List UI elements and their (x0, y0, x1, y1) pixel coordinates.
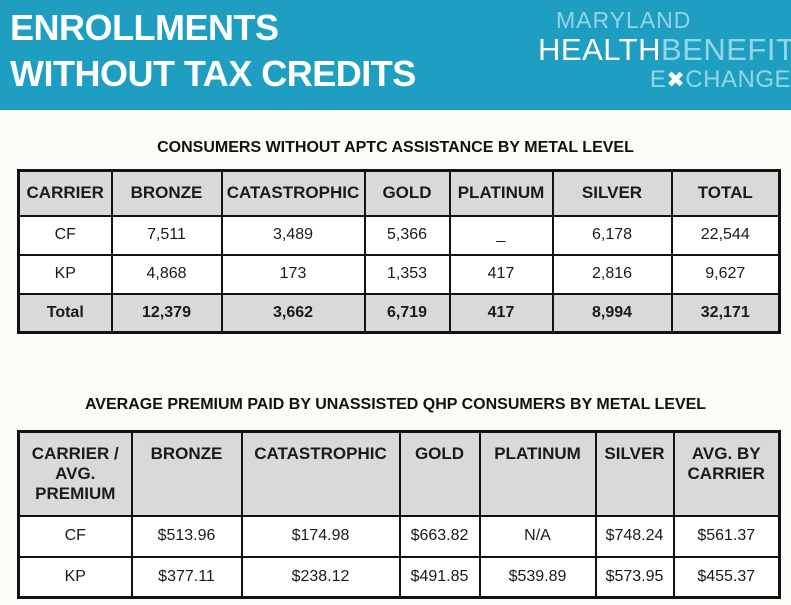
table-cell: $513.96 (130, 514, 243, 558)
table2-header-catastrophic: CATASTROPHIC (240, 430, 401, 517)
logo-exchange: E✖CHANGE (538, 68, 791, 92)
table1-header-silver: SILVER (551, 169, 673, 217)
average-premium-table: CARRIER / AVG. PREMIUM BRONZE CATASTROPH… (17, 430, 781, 599)
table2-header-bronze: BRONZE (130, 430, 243, 517)
page-title: ENROLLMENTS WITHOUT TAX CREDITS (10, 5, 416, 97)
table1-header-row: CARRIER BRONZE CATASTROPHIC GOLD PLATINU… (17, 169, 781, 217)
page-title-line2: WITHOUT TAX CREDITS (10, 53, 416, 94)
table-cell: $561.37 (672, 514, 781, 558)
table2-header-row: CARRIER / AVG. PREMIUM BRONZE CATASTROPH… (17, 430, 781, 517)
table1-header-carrier: CARRIER (17, 169, 113, 217)
table-cell: Total (17, 292, 113, 334)
table2-row-kp: KP $377.11 $238.12 $491.85 $539.89 $573.… (17, 555, 781, 599)
table-cell: 4,868 (110, 253, 223, 295)
table-cell: 12,379 (110, 292, 223, 334)
table1-header-total: TOTAL (670, 169, 781, 217)
table-cell: $238.12 (240, 555, 401, 599)
table1-header-catastrophic: CATASTROPHIC (220, 169, 366, 217)
consumers-without-aptc-table: CARRIER BRONZE CATASTROPHIC GOLD PLATINU… (17, 169, 781, 334)
logo-exchange-change: CHANGE (685, 66, 791, 93)
table-cell: $748.24 (594, 514, 675, 558)
logo-benefit: BENEFIT (661, 32, 791, 67)
table-cell: $174.98 (240, 514, 401, 558)
table-cell: 3,662 (220, 292, 366, 334)
table2-title: AVERAGE PREMIUM PAID BY UNASSISTED QHP C… (84, 396, 707, 413)
table-cell: $573.95 (594, 555, 675, 599)
table1-row-total: Total 12,379 3,662 6,719 417 8,994 32,17… (17, 292, 781, 334)
table-cell: 2,816 (551, 253, 673, 295)
table1-header-gold: GOLD (363, 169, 451, 217)
table-cell: 1,353 (363, 253, 451, 295)
logo-exchange-e: E (649, 66, 667, 93)
table-cell: 6,178 (551, 214, 673, 256)
table-cell: CF (17, 514, 133, 558)
table-cell: 22,544 (670, 214, 781, 256)
table1-header-platinum: PLATINUM (448, 169, 554, 217)
table-cell: 7,511 (110, 214, 223, 256)
table2-header-platinum: PLATINUM (478, 430, 597, 517)
table-cell: 32,171 (670, 292, 781, 334)
table1-row-cf: CF 7,511 3,489 5,366 _ 6,178 22,544 (17, 214, 781, 256)
page-title-line1: ENROLLMENTS (10, 7, 279, 48)
table2-header-gold: GOLD (398, 430, 481, 517)
table-cell: $539.89 (478, 555, 597, 599)
table-cell: N/A (478, 514, 597, 558)
table-cell: 417 (448, 253, 554, 295)
table-cell: $491.85 (398, 555, 481, 599)
table-cell: $455.37 (672, 555, 781, 599)
table2-header-silver: SILVER (594, 430, 675, 517)
table2-header-avg-by-carrier: AVG. BY CARRIER (672, 430, 781, 517)
maryland-health-benefit-exchange-logo: MARYLAND HEALTHBENEFIT E✖CHANGE (538, 9, 791, 92)
logo-x-icon: ✖ (666, 67, 686, 92)
table-cell: 8,994 (551, 292, 673, 334)
logo-healthbenefit: HEALTHBENEFIT (538, 34, 791, 65)
table1-title: CONSUMERS WITHOUT APTC ASSISTANCE BY MET… (157, 139, 634, 156)
table2-header-carrier-avg-premium: CARRIER / AVG. PREMIUM (17, 430, 133, 517)
header-banner: ENROLLMENTS WITHOUT TAX CREDITS MARYLAND… (0, 0, 791, 110)
table-cell: 3,489 (220, 214, 366, 256)
table-cell: KP (17, 253, 113, 295)
table-cell: 6,719 (363, 292, 451, 334)
table-cell: CF (17, 214, 113, 256)
table-cell: 173 (220, 253, 366, 295)
table-cell: _ (448, 214, 554, 256)
table-cell: $377.11 (130, 555, 243, 599)
table1-row-kp: KP 4,868 173 1,353 417 2,816 9,627 (17, 253, 781, 295)
logo-health: HEALTH (538, 32, 662, 67)
logo-maryland: MARYLAND (556, 7, 692, 33)
table1-header-bronze: BRONZE (110, 169, 223, 217)
table-cell: 5,366 (363, 214, 451, 256)
table2-row-cf: CF $513.96 $174.98 $663.82 N/A $748.24 $… (17, 514, 781, 558)
table-cell: KP (17, 555, 133, 599)
table-cell: 417 (448, 292, 554, 334)
table-cell: $663.82 (398, 514, 481, 558)
table-cell: 9,627 (670, 253, 781, 295)
